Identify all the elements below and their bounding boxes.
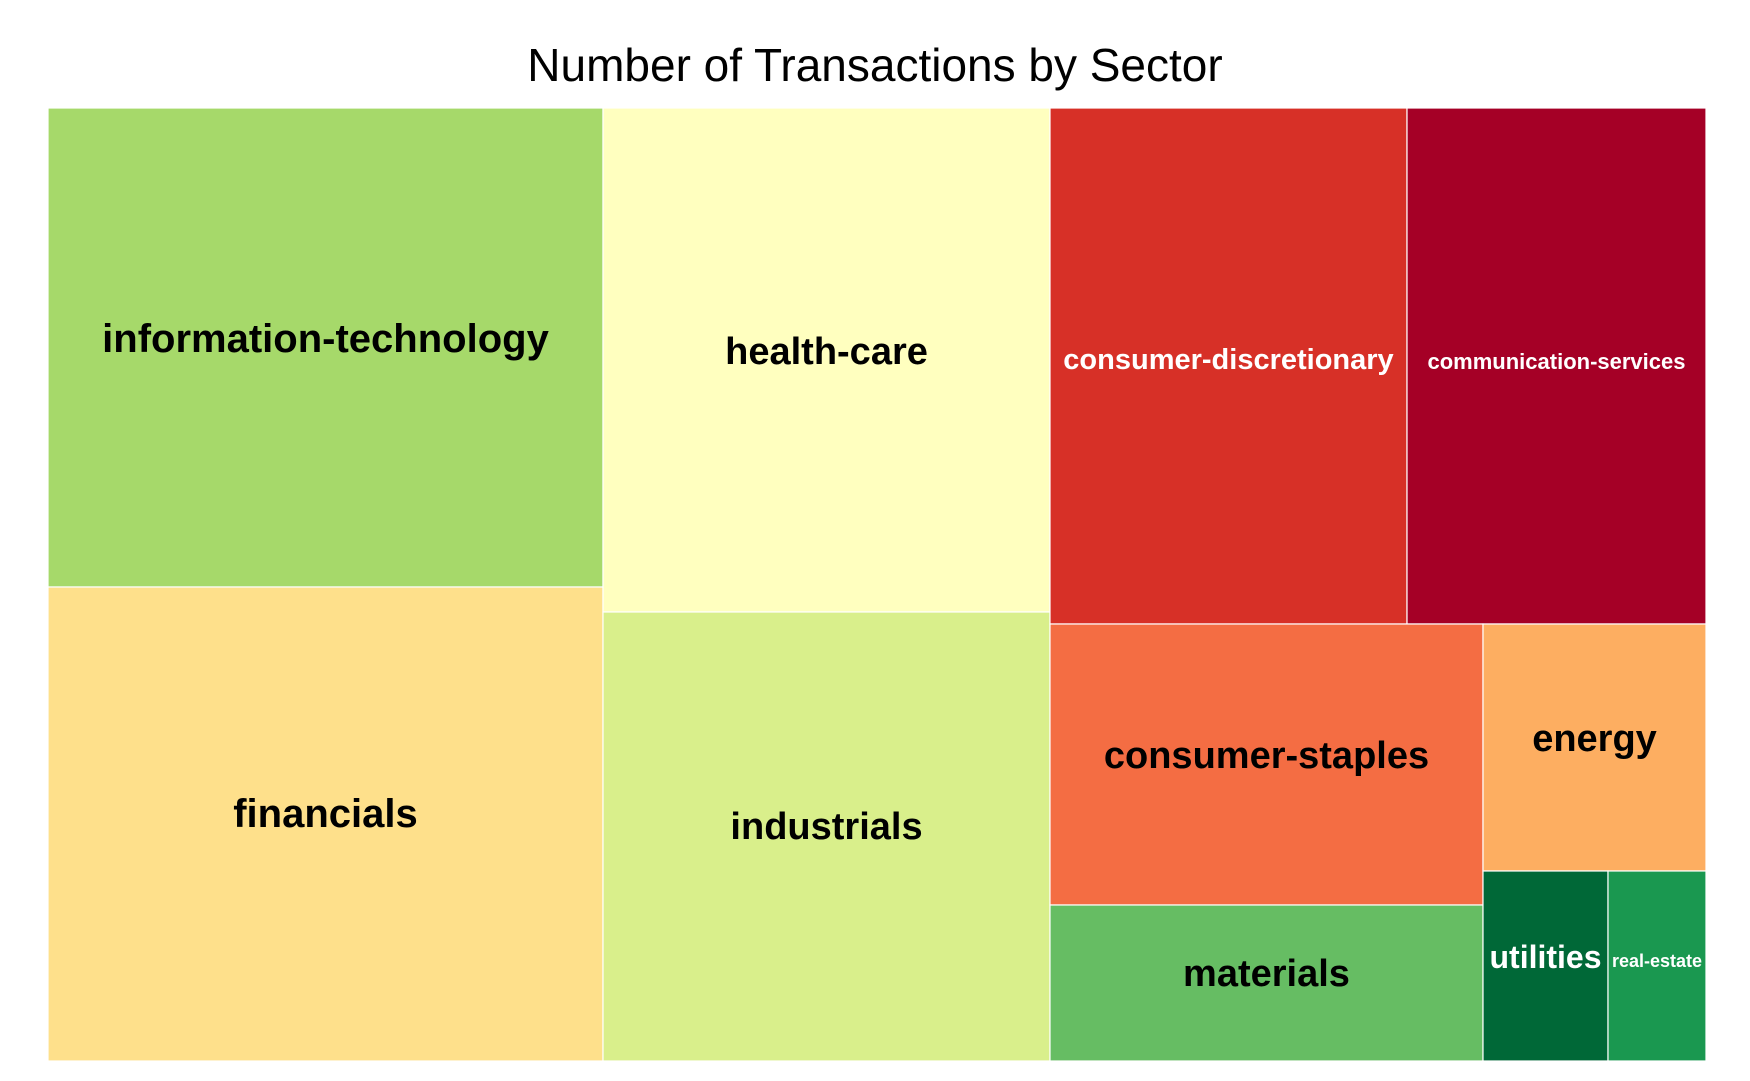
- tile-label-information-technology: information-technology: [102, 317, 549, 361]
- tile-industrials: industrials: [602, 611, 1051, 1062]
- tile-label-financials: financials: [233, 792, 418, 836]
- tile-rect-financials: [47, 586, 604, 1062]
- tile-label-communication-services: communication-services: [1428, 349, 1686, 374]
- tile-rect-communication-services: [1406, 107, 1707, 625]
- tile-materials: materials: [1049, 904, 1484, 1062]
- tile-information-technology: information-technology: [47, 107, 604, 588]
- tile-label-energy: energy: [1532, 718, 1657, 760]
- tile-health-care: health-care: [602, 107, 1051, 613]
- tile-label-industrials: industrials: [730, 806, 922, 848]
- tile-financials: financials: [47, 586, 604, 1062]
- tile-label-real-estate: real-estate: [1612, 951, 1702, 971]
- tile-label-materials: materials: [1183, 953, 1350, 995]
- tile-rect-utilities: [1482, 870, 1609, 1062]
- chart-title: Number of Transactions by Sector: [527, 39, 1223, 91]
- tile-energy: energy: [1482, 623, 1707, 872]
- tile-label-utilities: utilities: [1489, 939, 1601, 975]
- tile-communication-services: communication-services: [1406, 107, 1707, 625]
- tile-label-consumer-discretionary: consumer-discretionary: [1063, 344, 1393, 376]
- tile-real-estate: real-estate: [1607, 870, 1707, 1062]
- tile-rect-information-technology: [47, 107, 604, 588]
- tile-rect-consumer-staples: [1049, 623, 1484, 906]
- tile-label-health-care: health-care: [725, 331, 928, 373]
- tile-rect-health-care: [602, 107, 1051, 613]
- tile-rect-industrials: [602, 611, 1051, 1062]
- tile-rect-materials: [1049, 904, 1484, 1062]
- tile-consumer-discretionary: consumer-discretionary: [1049, 107, 1408, 625]
- tile-rect-energy: [1482, 623, 1707, 872]
- tile-label-consumer-staples: consumer-staples: [1104, 735, 1429, 777]
- tile-utilities: utilities: [1482, 870, 1609, 1062]
- tile-consumer-staples: consumer-staples: [1049, 623, 1484, 906]
- tile-rect-real-estate: [1607, 870, 1707, 1062]
